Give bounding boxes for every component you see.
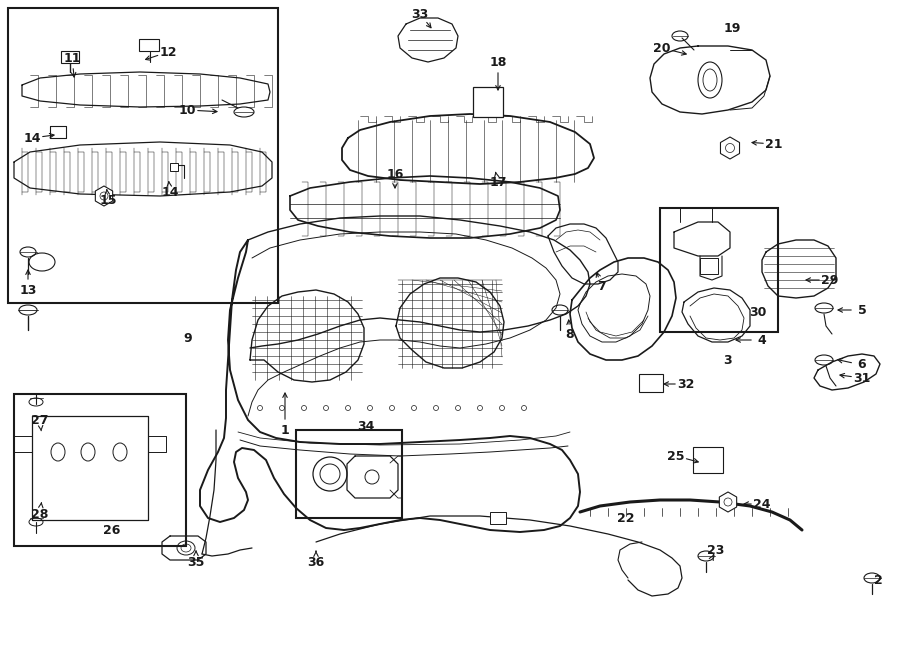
Text: 21: 21 [765, 137, 783, 151]
Text: 2: 2 [874, 574, 882, 586]
Text: 16: 16 [386, 167, 404, 180]
Text: 14: 14 [23, 132, 40, 145]
Text: 3: 3 [724, 354, 733, 366]
Text: 17: 17 [490, 176, 507, 190]
FancyBboxPatch shape [639, 374, 663, 392]
Text: 36: 36 [308, 555, 325, 568]
Text: 33: 33 [411, 7, 428, 20]
Text: 10: 10 [178, 104, 196, 116]
Text: 4: 4 [758, 334, 767, 346]
Text: 31: 31 [853, 371, 870, 385]
Text: 26: 26 [104, 524, 121, 537]
Text: 14: 14 [161, 186, 179, 200]
Text: 27: 27 [32, 414, 49, 426]
Text: 18: 18 [490, 56, 507, 69]
FancyBboxPatch shape [170, 163, 178, 171]
Text: 24: 24 [753, 498, 770, 510]
FancyBboxPatch shape [14, 394, 186, 546]
Text: 9: 9 [184, 332, 193, 344]
FancyBboxPatch shape [473, 87, 503, 117]
Text: 15: 15 [99, 194, 117, 208]
FancyBboxPatch shape [700, 258, 718, 274]
Text: 28: 28 [32, 508, 49, 520]
FancyBboxPatch shape [296, 430, 402, 518]
Text: 19: 19 [724, 22, 741, 34]
Text: 29: 29 [822, 274, 839, 286]
Text: 8: 8 [566, 329, 574, 342]
FancyBboxPatch shape [490, 512, 506, 524]
Text: 13: 13 [19, 284, 37, 297]
FancyBboxPatch shape [8, 8, 278, 303]
FancyBboxPatch shape [139, 39, 159, 51]
Text: 20: 20 [653, 42, 670, 54]
Text: 22: 22 [617, 512, 634, 524]
Text: 25: 25 [667, 449, 685, 463]
Text: 11: 11 [63, 52, 81, 65]
FancyBboxPatch shape [660, 208, 778, 332]
Text: 23: 23 [707, 543, 724, 557]
Text: 30: 30 [750, 305, 767, 319]
FancyBboxPatch shape [61, 51, 79, 63]
Text: 6: 6 [858, 358, 867, 371]
Text: 34: 34 [357, 420, 374, 432]
Text: 7: 7 [598, 280, 607, 293]
FancyBboxPatch shape [693, 447, 723, 473]
Text: 5: 5 [858, 303, 867, 317]
Text: 32: 32 [678, 377, 695, 391]
Text: 12: 12 [159, 46, 176, 59]
Text: 35: 35 [187, 555, 204, 568]
Text: 1: 1 [281, 424, 290, 436]
